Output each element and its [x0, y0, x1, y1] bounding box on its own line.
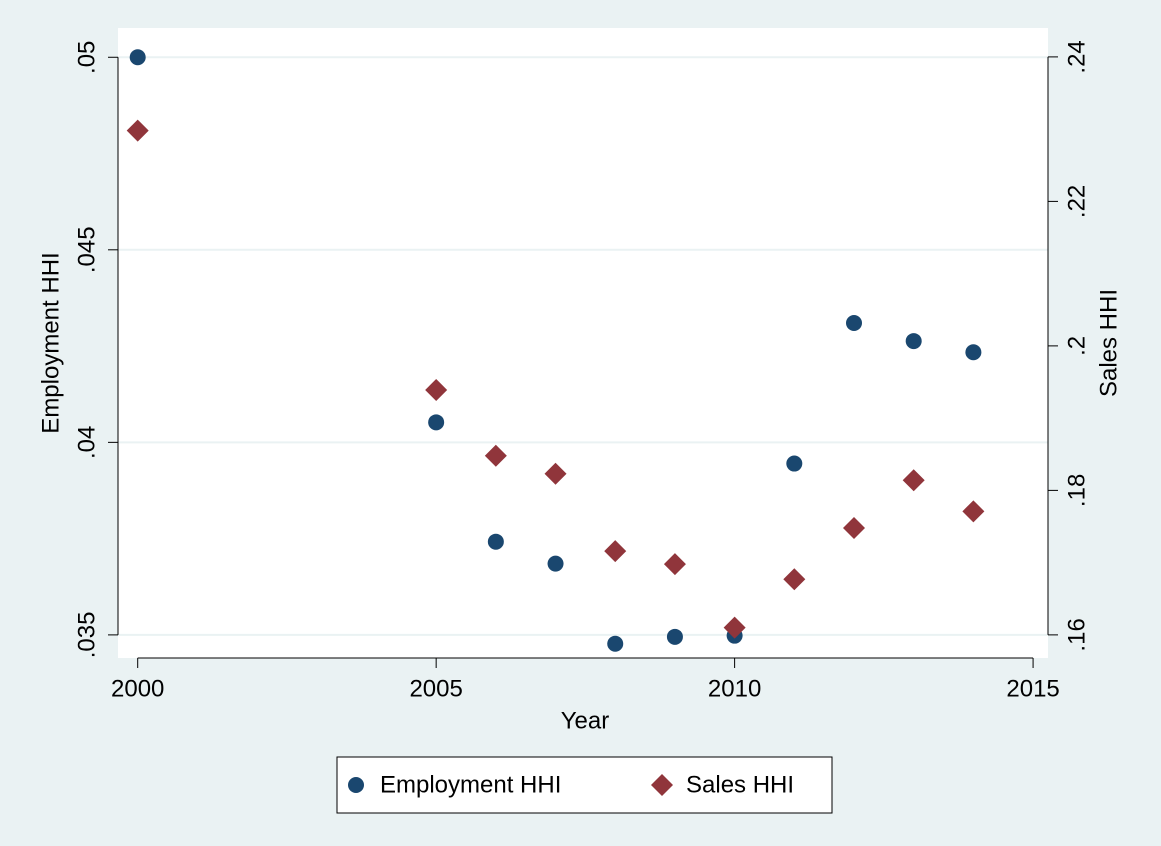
y2-tick-label: .2: [1063, 336, 1090, 356]
legend-label: Sales HHI: [686, 771, 794, 798]
y2-tick-label: .24: [1063, 40, 1090, 73]
point: [607, 635, 624, 652]
y-tick-label: .035: [73, 612, 100, 659]
y2-tick-label: .16: [1063, 618, 1090, 651]
x-tick-label: 2010: [708, 675, 761, 702]
point: [487, 533, 504, 550]
y2-tick-label: .22: [1063, 185, 1090, 218]
point: [905, 333, 922, 350]
point: [425, 378, 448, 401]
point: [666, 628, 683, 645]
point: [484, 444, 507, 467]
point: [663, 553, 686, 576]
point: [965, 344, 982, 361]
x-tick-label: 2005: [409, 675, 462, 702]
point: [547, 555, 564, 572]
y-axis-title: Employment HHI: [37, 252, 64, 433]
point: [126, 119, 149, 142]
y2-tick-label: .18: [1063, 474, 1090, 507]
legend-marker: [348, 777, 364, 793]
point: [846, 314, 863, 331]
point: [902, 469, 925, 492]
y2-axis-title: Sales HHI: [1095, 289, 1122, 397]
y-tick-label: .045: [73, 226, 100, 273]
plot-area: [118, 28, 1048, 658]
x-tick-label: 2000: [111, 675, 164, 702]
legend-label: Employment HHI: [380, 771, 561, 798]
y-tick-label: .04: [73, 426, 100, 459]
point: [723, 616, 746, 639]
point: [786, 455, 803, 472]
point: [544, 462, 567, 485]
point: [428, 414, 445, 431]
point: [604, 540, 627, 563]
x-axis-title: Year: [561, 707, 610, 734]
y-tick-label: .05: [73, 41, 100, 74]
legend-marker: [651, 774, 673, 796]
point: [129, 49, 146, 66]
point: [843, 516, 866, 539]
x-tick-label: 2015: [1006, 675, 1059, 702]
point: [962, 500, 985, 523]
point: [783, 568, 806, 591]
legend: [336, 756, 833, 814]
